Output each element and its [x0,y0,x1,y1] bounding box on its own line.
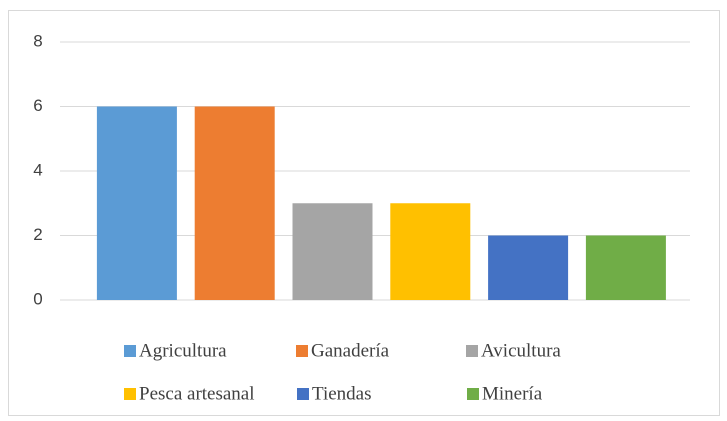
legend-swatch [466,345,478,357]
bar [96,106,177,300]
legend-swatch [297,388,309,400]
bar [585,235,666,300]
legend-label: Agricultura [139,340,227,361]
legend-label: Tiendas [312,383,371,404]
bar [488,235,569,300]
y-tick-label: 2 [33,225,42,244]
bar [194,106,275,300]
legend-label: Pesca artesanal [139,383,255,404]
bar [390,203,471,300]
legend-label: Minería [482,383,543,404]
y-tick-label: 4 [33,160,42,179]
legend-label: Avicultura [481,340,561,361]
y-tick-label: 0 [33,289,42,308]
legend-swatch [467,388,479,400]
legend-label: Ganadería [311,340,390,361]
y-tick-label: 6 [33,96,42,115]
legend-swatch [124,388,136,400]
bar [292,203,373,300]
y-tick-label: 8 [33,31,42,50]
legend-swatch [124,345,136,357]
legend-swatch [296,345,308,357]
